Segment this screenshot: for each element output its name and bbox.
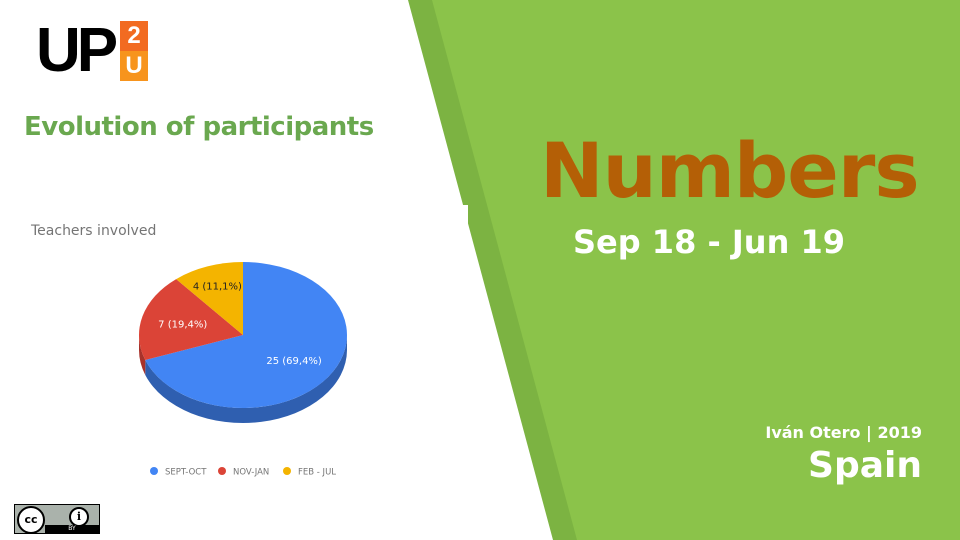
legend-label: SEPT-OCT — [165, 468, 207, 478]
attribution-icon: i — [69, 507, 89, 527]
chart-title: Teachers involved — [31, 223, 157, 239]
pie-chart: 25 (69,4%) 7 (19,4%) 4 (11,1%) SEPT-OCT NOV-… — [139, 262, 347, 478]
legend-label: NOV-JAN — [233, 468, 269, 478]
license-label: BY — [45, 525, 99, 533]
slice-data-label: 4 (11,1%) — [193, 282, 242, 293]
cc-by-license-badge: cc i BY — [14, 504, 100, 534]
slice-data-label: 7 (19,4%) — [158, 320, 207, 331]
numbers-title: Numbers — [540, 126, 920, 215]
author-text: Iván Otero | 2019 — [765, 423, 922, 442]
logo-text: UP — [36, 16, 118, 85]
legend-marker — [218, 467, 226, 475]
light-green-panel — [432, 0, 960, 540]
period-text: Sep 18 - Jun 19 — [573, 223, 846, 261]
slide-heading: Evolution of participants — [24, 112, 374, 142]
logo-badge-top: 2 — [120, 21, 148, 51]
pie-slice-sept-oct[interactable] — [145, 262, 347, 408]
pie-slice-feb-jul[interactable] — [176, 262, 243, 335]
logo-badge-bottom: U — [120, 51, 148, 81]
legend-marker — [150, 467, 158, 475]
slice-data-label: 25 (69,4%) — [266, 356, 322, 367]
pie-side-1 — [139, 335, 146, 375]
cc-icon: cc — [17, 506, 45, 534]
pie-side-0 — [145, 335, 347, 423]
pie-slice-nov-jan[interactable] — [139, 279, 243, 360]
legend-marker — [283, 467, 291, 475]
up2u-logo: UP 2 U — [36, 20, 152, 82]
country-text: Spain — [808, 445, 922, 486]
legend-label: FEB - JUL — [298, 468, 336, 478]
